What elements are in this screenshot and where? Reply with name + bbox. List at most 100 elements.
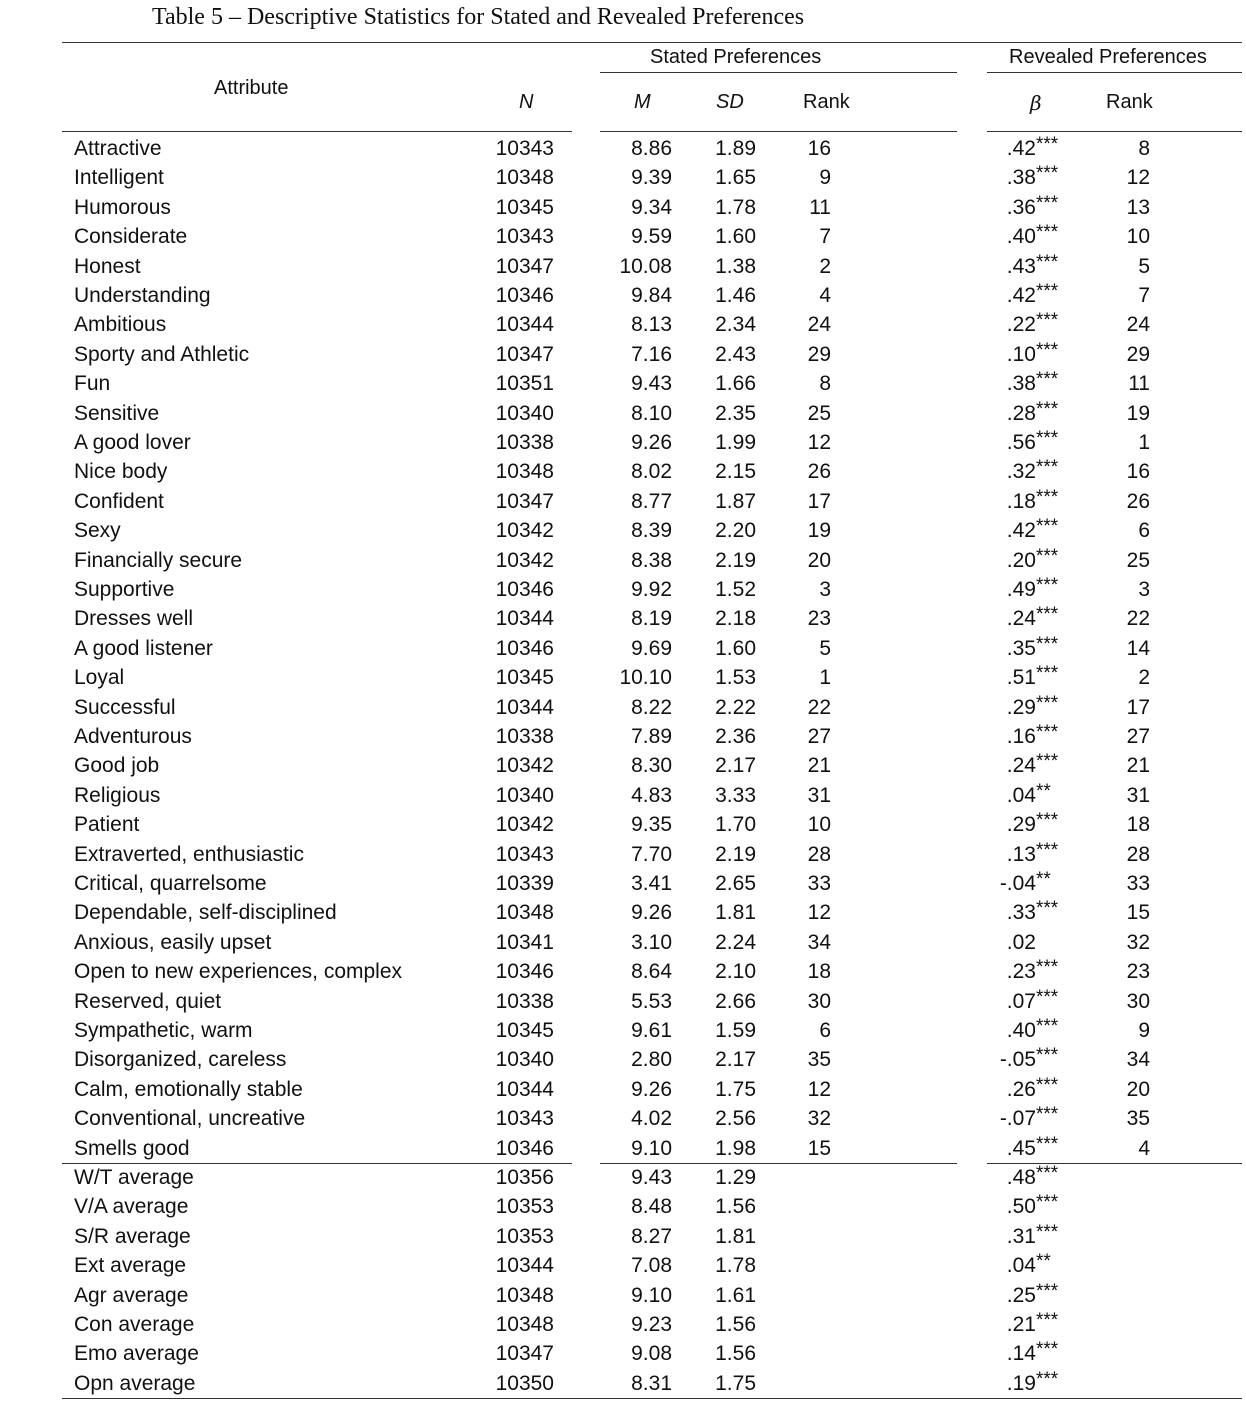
- n-cell: 10351: [495, 372, 554, 396]
- attribute-cell: Emo average: [74, 1342, 199, 1366]
- rank-revealed-cell: 19: [1126, 401, 1150, 425]
- rank-cell: 18: [807, 960, 831, 984]
- beta-cell: .23: [1006, 960, 1036, 984]
- sd-cell: 1.89: [715, 137, 756, 160]
- rank-revealed-cell: 20: [1126, 1077, 1150, 1101]
- n-cell: 10344: [495, 313, 554, 337]
- rank-cell: 19: [807, 519, 831, 543]
- attribute-cell: Con average: [74, 1313, 195, 1336]
- beta-cell: .28: [1006, 401, 1036, 425]
- n-cell: 10342: [495, 548, 554, 572]
- beta-cell: .07: [1006, 989, 1036, 1013]
- n-cell: 10347: [495, 254, 554, 278]
- attribute-cell: Sporty and Athletic: [74, 342, 250, 366]
- rank-revealed-cell: 21: [1126, 754, 1150, 778]
- attribute-cell: Successful: [74, 695, 176, 719]
- significance-stars: ***: [1036, 1016, 1059, 1037]
- attribute-cell: Ext average: [74, 1254, 187, 1278]
- attribute-cell: Opn average: [74, 1371, 196, 1395]
- attribute-cell: Financially secure: [74, 548, 243, 572]
- rank-cell: 12: [807, 431, 831, 454]
- sd-cell: 2.20: [715, 519, 756, 543]
- beta-cell: .29: [1006, 695, 1036, 719]
- rank-cell: 25: [807, 401, 831, 425]
- sd-cell: 1.60: [715, 225, 756, 249]
- mean-cell: 5.53: [631, 989, 672, 1013]
- rank-cell: 28: [807, 842, 831, 866]
- beta-cell: -.04: [999, 872, 1036, 895]
- beta-cell: .02: [1006, 930, 1036, 954]
- n-cell: 10346: [495, 636, 554, 660]
- sd-cell: 1.53: [715, 666, 756, 690]
- sd-cell: 3.33: [715, 783, 756, 807]
- sd-cell: 1.52: [715, 578, 756, 601]
- rank-revealed-cell: 14: [1126, 636, 1150, 660]
- beta-cell: .43: [1006, 254, 1036, 278]
- significance-stars: ***: [1036, 604, 1059, 626]
- significance-stars: **: [1036, 869, 1051, 890]
- rank-cell: 12: [807, 1077, 831, 1101]
- n-cell: 10346: [495, 284, 554, 307]
- n-cell: 10350: [495, 1371, 554, 1395]
- attribute-cell: Honest: [74, 254, 141, 278]
- significance-stars: ***: [1036, 339, 1059, 361]
- n-cell: 10347: [495, 342, 554, 366]
- attribute-cell: V/A average: [74, 1195, 189, 1219]
- rank-cell: 5: [819, 636, 831, 660]
- mean-cell: 7.70: [631, 842, 672, 866]
- rank-revealed-cell: 11: [1128, 372, 1150, 396]
- significance-stars: ***: [1036, 457, 1059, 479]
- mean-cell: 9.61: [631, 1019, 672, 1042]
- mean-cell: 7.08: [631, 1254, 672, 1278]
- attribute-cell: Reserved, quiet: [74, 989, 222, 1013]
- n-cell: 10343: [495, 137, 554, 160]
- mean-cell: 9.26: [631, 431, 672, 454]
- n-cell: 10340: [495, 401, 554, 425]
- column-header-rank-revealed: Rank: [1106, 91, 1153, 113]
- rank-cell: 34: [807, 930, 831, 954]
- beta-cell: .19: [1006, 1371, 1036, 1395]
- mean-cell: 8.38: [631, 548, 672, 572]
- mean-cell: 8.39: [631, 519, 672, 543]
- beta-cell: .21: [1006, 1313, 1036, 1336]
- significance-stars: ***: [1036, 134, 1059, 155]
- mean-cell: 9.69: [631, 636, 672, 660]
- rank-revealed-cell: 29: [1126, 342, 1150, 366]
- significance-stars: ***: [1036, 398, 1059, 420]
- sd-cell: 2.19: [715, 842, 756, 866]
- sd-cell: 1.56: [715, 1342, 756, 1366]
- beta-cell: .24: [1006, 607, 1036, 631]
- significance-stars: ***: [1036, 192, 1059, 214]
- column-header-n: N: [519, 91, 534, 113]
- n-cell: 10353: [495, 1195, 554, 1219]
- n-cell: 10348: [495, 1283, 554, 1307]
- n-cell: 10348: [495, 166, 554, 190]
- attribute-cell: Smells good: [74, 1136, 190, 1160]
- mean-cell: 9.92: [631, 578, 672, 601]
- sd-cell: 1.78: [715, 195, 756, 219]
- sd-cell: 1.65: [715, 166, 756, 190]
- attribute-cell: Anxious, easily upset: [74, 930, 272, 954]
- sd-cell: 2.56: [715, 1107, 756, 1131]
- sd-cell: 2.15: [715, 460, 756, 484]
- rank-cell: 7: [819, 225, 831, 249]
- significance-stars: ***: [1036, 1221, 1059, 1243]
- beta-cell: .36: [1006, 195, 1036, 219]
- sd-cell: 1.81: [715, 1224, 756, 1248]
- significance-stars: ***: [1036, 722, 1059, 743]
- rank-cell: 1: [819, 666, 831, 690]
- sd-cell: 1.75: [715, 1371, 756, 1395]
- stated-underline: [600, 72, 957, 73]
- rank-cell: 17: [807, 489, 831, 513]
- significance-stars: ***: [1036, 810, 1059, 832]
- n-cell: 10342: [495, 754, 554, 778]
- beta-cell: .25: [1006, 1283, 1036, 1307]
- sd-cell: 1.60: [715, 636, 756, 660]
- attribute-cell: Considerate: [74, 225, 188, 249]
- beta-cell: .40: [1006, 1019, 1036, 1042]
- beta-cell: .35: [1006, 636, 1036, 660]
- rank-revealed-cell: 27: [1126, 725, 1150, 748]
- mean-cell: 9.39: [631, 166, 672, 190]
- attribute-cell: Loyal: [74, 666, 125, 690]
- mean-cell: 3.10: [631, 930, 672, 954]
